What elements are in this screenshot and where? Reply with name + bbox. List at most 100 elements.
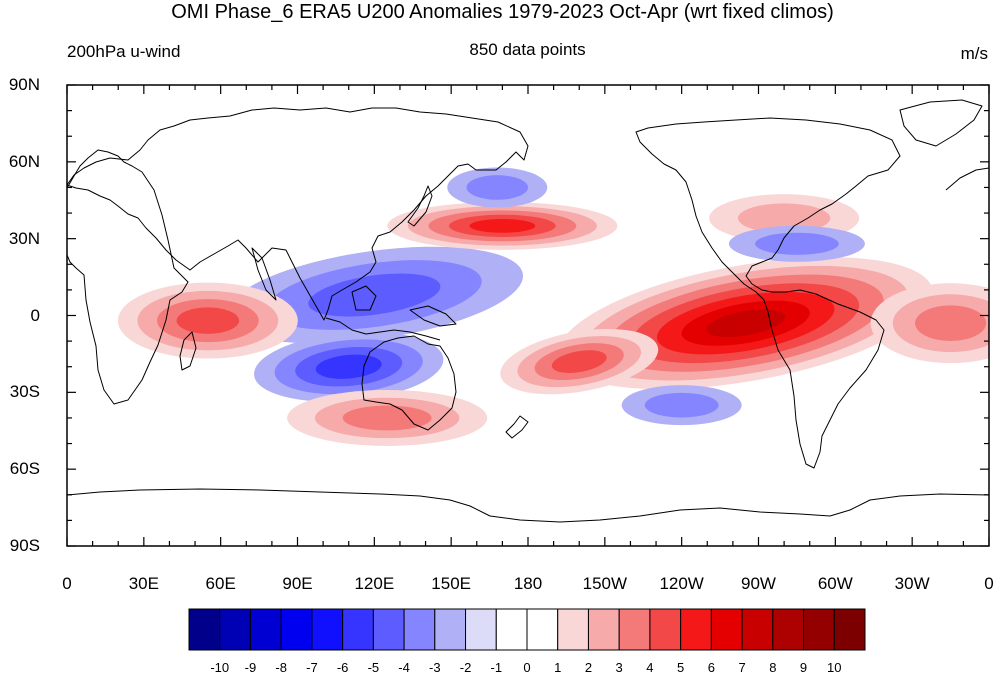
latitude-label: 90N: [8, 75, 40, 94]
units-label: m/s: [960, 44, 988, 63]
coast-india: [251, 247, 277, 301]
anomaly-contour: [466, 175, 529, 200]
colorbar-box: [188, 608, 221, 651]
anomaly-field: [117, 167, 989, 446]
colorbar-label: -8: [275, 660, 287, 675]
longitude-label: 120E: [354, 574, 395, 593]
colorbar-label: 0: [523, 660, 531, 675]
colorbar-label: -4: [398, 660, 410, 675]
colorbar-box: [557, 608, 589, 651]
anomaly-contour: [315, 354, 382, 379]
coast-borneo: [351, 285, 377, 311]
colorbar-box: [587, 608, 620, 651]
colorbar-label: -10: [210, 660, 230, 675]
latitude-label: 0: [30, 305, 40, 325]
axis-ticks: [66, 84, 990, 547]
coast-americas: [635, 117, 901, 469]
anomaly-blob: [728, 225, 865, 262]
colorbar-label: -9: [244, 660, 257, 675]
longitude-label: 0: [62, 574, 72, 593]
longitude-label: 60W: [817, 574, 853, 593]
colorbar-box: [680, 608, 712, 651]
anomaly-contour: [342, 405, 432, 431]
anomaly-contour: [737, 203, 831, 233]
colorbar-label: 7: [738, 660, 746, 675]
anomaly-blob: [500, 328, 659, 395]
colorbar-box: [311, 608, 344, 651]
coast-europe: [945, 167, 989, 191]
longitude-label: 30W: [894, 574, 930, 593]
colorbar-box: [342, 608, 374, 651]
colorbar-box: [618, 608, 651, 651]
anomaly-blob: [447, 167, 548, 208]
anomaly-contour: [915, 305, 987, 341]
colorbar-box: [219, 608, 251, 651]
anomaly-blob: [254, 331, 444, 402]
colorbar-label: 4: [646, 660, 654, 675]
latitude-label: 90S: [9, 536, 40, 555]
colorbar-label: -3: [429, 660, 441, 675]
colorbar-label: 6: [707, 660, 715, 675]
latitude-label: 60N: [8, 151, 40, 171]
anomaly-contour: [551, 350, 607, 373]
colorbar-label: 5: [677, 660, 685, 675]
colorbar-label: -5: [367, 660, 380, 675]
latitude-label: 60S: [9, 459, 40, 479]
longitude-label: 90W: [741, 574, 776, 593]
colorbar-box: [465, 608, 497, 651]
anomaly-blob: [117, 282, 298, 359]
colorbar-box: [833, 608, 866, 651]
colorbar-box: [741, 608, 774, 651]
colorbar-box: [526, 608, 559, 651]
coast-eurasia: [67, 107, 529, 321]
coast-japan: [407, 185, 433, 227]
coast-new-guinea: [409, 305, 457, 327]
chart-title: OMI Phase_6 ERA5 U200 Anomalies 1979-202…: [171, 1, 834, 23]
colorbar-label: -6: [336, 660, 349, 675]
colorbar-label: 9: [799, 660, 808, 675]
latitude-label: 30N: [8, 228, 40, 248]
anomaly-contour: [706, 309, 786, 338]
colorbar: [188, 608, 866, 651]
anomaly-contour: [755, 232, 839, 255]
coast-indonesia: [325, 317, 441, 341]
colorbar-label: 2: [584, 660, 593, 675]
colorbar-box: [280, 608, 313, 651]
latitude-label: 30S: [9, 382, 40, 402]
longitude-label: 0: [984, 574, 994, 593]
coast-new-zealand: [505, 415, 529, 439]
colorbar-box: [434, 608, 467, 651]
coast-antarctica: [67, 488, 989, 523]
colorbar-label: 10: [827, 660, 842, 675]
sample-count-label: 850 data points: [469, 40, 586, 59]
longitude-label: 90E: [282, 574, 313, 593]
colorbar-label: -2: [459, 660, 472, 675]
colorbar-box: [403, 608, 436, 651]
anomaly-blob: [387, 201, 618, 250]
anomaly-contour: [176, 307, 240, 334]
colorbar-box: [495, 608, 528, 651]
colorbar-label: -7: [306, 660, 318, 675]
colorbar-label: 3: [615, 660, 623, 675]
colorbar-box: [803, 608, 835, 651]
anomaly-contour: [644, 392, 719, 418]
colorbar-label: -1: [490, 660, 503, 675]
anomaly-blob: [287, 389, 488, 446]
colorbar-box: [249, 608, 282, 651]
longitude-label: 150E: [431, 574, 472, 593]
longitude-label: 150W: [582, 574, 628, 593]
coast-greenland: [899, 99, 983, 147]
colorbar-box: [649, 608, 682, 651]
coast-australia: [361, 335, 457, 431]
anomaly-contour: [469, 219, 536, 233]
colorbar-label: 1: [554, 660, 562, 675]
variable-label: 200hPa u-wind: [67, 42, 181, 61]
colorbar-box: [710, 608, 743, 651]
longitude-label: 60E: [205, 574, 236, 593]
coast-madagascar: [179, 331, 197, 371]
colorbar-box: [372, 608, 405, 651]
longitude-label: 30E: [128, 574, 159, 593]
anomaly-blob: [870, 283, 989, 364]
colorbar-label: 8: [769, 660, 777, 675]
